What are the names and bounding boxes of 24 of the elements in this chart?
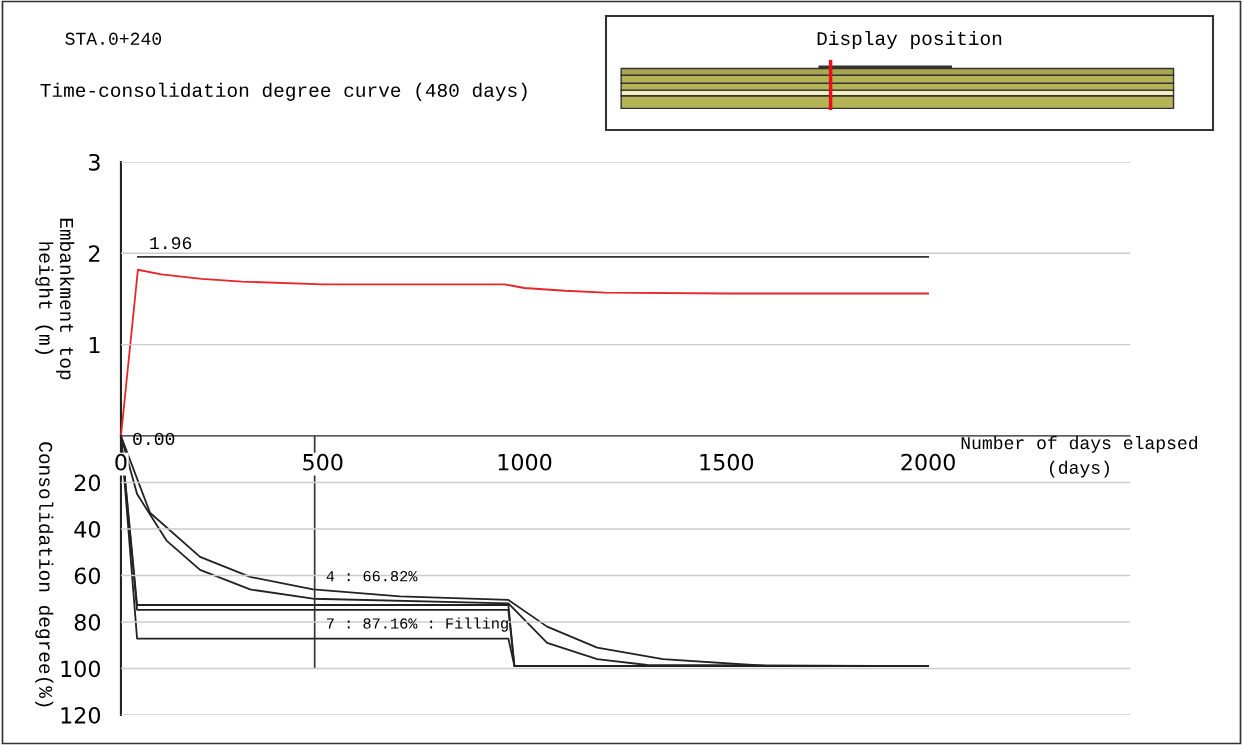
y-tick-label: 3 <box>89 153 100 171</box>
y-tick-label: 20 <box>74 474 101 492</box>
y-tick-label: 80 <box>74 613 101 631</box>
x-tick-label: 1500 <box>700 453 754 471</box>
x-axis-title: Number of days elapsed (days) <box>961 435 1198 478</box>
y-tick-label: 120 <box>61 706 101 724</box>
y-axis-title: Embankment top height (m) <box>35 218 75 380</box>
y-tick-label: 2 <box>88 245 100 262</box>
chart-subtitle: Time-consolidation degree curve (480 days) <box>40 82 527 101</box>
text: Display position <box>817 30 1002 49</box>
data-label: 0.00 <box>133 432 175 446</box>
y-tick-label: 40 <box>74 520 101 538</box>
x-tick-label: 1000 <box>498 453 552 471</box>
x-tick-label: 500 <box>303 453 343 471</box>
x-tick-label: 0 <box>115 453 127 471</box>
y-tick-label: 1 <box>89 336 100 354</box>
annotation: 7 : 87.16% : Filling <box>326 617 508 632</box>
y-tick-label: 100 <box>61 660 101 678</box>
annotation: 4 : 66.82% <box>326 571 418 582</box>
chart-title: STA.0+240 <box>65 32 162 45</box>
x-tick-label: 2000 <box>901 453 955 471</box>
y-tick-label: 60 <box>74 567 101 585</box>
y-axis-title: Consolidation degree(%) <box>35 442 54 707</box>
data-label: 1.96 <box>150 236 192 250</box>
